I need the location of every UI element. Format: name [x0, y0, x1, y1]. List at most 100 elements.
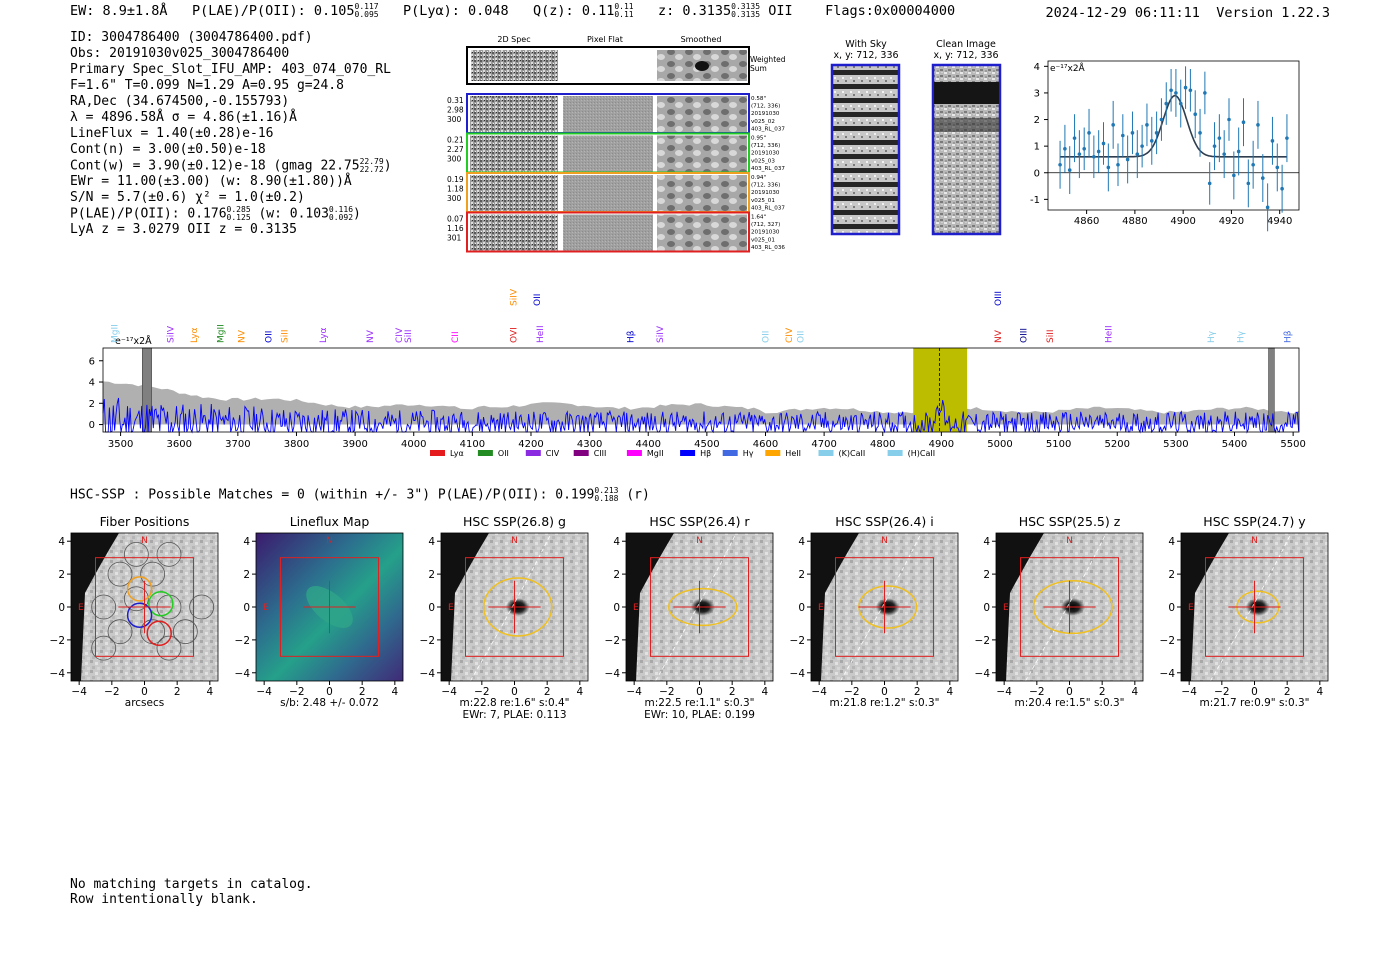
y-tick-label: −2 — [1160, 635, 1175, 647]
fiber-circle — [91, 635, 117, 661]
info-plaew-lo: 0.092 — [328, 213, 354, 222]
bright-neighbor — [71, 533, 119, 681]
data-point — [1241, 120, 1246, 124]
detection-band — [913, 348, 968, 432]
aperture-ellipse — [1032, 579, 1113, 635]
line-marker-label: SiII — [1046, 329, 1056, 343]
line-marker-label: NV — [237, 329, 247, 343]
data-point — [1178, 101, 1183, 106]
info-contn: Cont(n) = 3.00(±0.50)e-18 — [70, 142, 266, 157]
line-marker-label: OVI — [509, 327, 519, 343]
weighted-source — [695, 61, 709, 71]
y-tick-label: −2 — [50, 635, 65, 647]
info-plae: P(LAE)/P(OII): 0.176 0.285 0.125 (w: 0.103… — [70, 205, 361, 222]
footer-line2: Row intentionally blank. — [70, 892, 258, 907]
y-tick-label: −4 — [50, 668, 66, 680]
line-marker-label: Hβ — [1283, 330, 1293, 343]
cutout-right-label: (712, 336) — [751, 143, 780, 149]
y-tick-label: −2 — [605, 635, 620, 647]
y-tick-label: 0 — [243, 602, 250, 614]
data-point — [1125, 157, 1130, 162]
cutout-left-label: 0.07 — [447, 215, 464, 224]
panel-caption: m:22.5 re:1.1" s:0.3" — [645, 697, 755, 709]
line-marker-label: SiII — [404, 329, 414, 343]
cutout-right-label: 1.64" — [751, 215, 766, 221]
cutout-right-label: 20191030 — [751, 151, 780, 157]
data-point — [1260, 176, 1265, 180]
x-tick-label: 4900 — [1170, 216, 1195, 227]
line-marker-label: HeII — [1104, 325, 1114, 343]
fiber-circle — [123, 586, 149, 612]
cutout-left-label: 1.18 — [447, 185, 464, 194]
line-marker-label: Hβ — [627, 330, 637, 343]
cutout-right-label: v025_01 — [751, 237, 775, 243]
north-label: N — [1251, 536, 1258, 546]
panel-title: Lineflux Map — [290, 514, 370, 529]
data-point — [1227, 117, 1231, 122]
line-marker-label: OIII — [994, 291, 1004, 306]
contw-hi: 22.79 — [359, 157, 384, 166]
line-marker-label: MgII — [216, 324, 226, 343]
data-point — [1164, 101, 1169, 106]
x-tick-label: 4 — [1131, 686, 1138, 698]
y-tick-label: 4 — [243, 536, 250, 548]
ew-value: EW: 8.9±1.8Å — [70, 3, 168, 19]
line-marker-label: CII — [451, 331, 461, 343]
with-sky-title: With Sky — [845, 39, 887, 50]
data-point — [1154, 131, 1159, 135]
data-point — [1058, 162, 1062, 167]
line-marker-label: Lyα — [190, 327, 200, 343]
cutout-left-label: 0.21 — [447, 136, 464, 145]
cutout-col-header: 2D Spec — [497, 35, 530, 44]
unit-label: e⁻¹⁷x2Å — [1050, 62, 1086, 74]
x-tick-label: 3900 — [342, 439, 367, 450]
legend-label: OII — [498, 449, 509, 458]
line-marker-label: Hγ — [1207, 330, 1217, 343]
y-tick-label: 0 — [613, 602, 620, 614]
x-tick-label: 4 — [206, 686, 213, 698]
data-point — [1111, 123, 1115, 127]
line-marker-label: OIII — [1019, 328, 1029, 343]
x-tick-label: 4 — [761, 686, 768, 698]
north-label: N — [326, 536, 333, 546]
east-label: E — [633, 603, 639, 613]
with-sky-coords: x, y: 712, 336 — [833, 50, 898, 61]
y-tick-label: 2 — [1034, 115, 1040, 126]
y-tick-label: −4 — [605, 668, 621, 680]
line-marker-label: Hγ — [1236, 330, 1246, 343]
panel-caption: s/b: 2.48 +/- 0.072 — [280, 697, 379, 709]
data-point — [1130, 131, 1135, 135]
data-point — [1077, 152, 1082, 156]
x-tick-label: 4860 — [1074, 216, 1099, 227]
y-tick-label: 2 — [428, 569, 435, 581]
x-tick-label: 4400 — [636, 439, 661, 450]
panel-caption: EWr: 7, PLAE: 0.113 — [462, 709, 566, 721]
data-point — [1121, 133, 1125, 138]
panel-title: HSC SSP(25.5) z — [1019, 514, 1121, 529]
legend-label: (K)CaII — [839, 449, 866, 458]
data-point — [1106, 165, 1111, 170]
search-box — [280, 557, 379, 657]
line-marker-label: OII — [533, 294, 543, 306]
gaussian-model — [1060, 94, 1287, 158]
y-tick-label: −4 — [975, 668, 991, 680]
x-tick-label: 4900 — [929, 439, 954, 450]
with-sky-image — [830, 63, 901, 236]
line-marker-label: SiII — [281, 329, 291, 343]
data-point — [1159, 117, 1164, 122]
cutout-left-label: 2.98 — [447, 106, 464, 115]
clean-image-dark-band — [934, 118, 999, 132]
weighted-2dspec — [471, 50, 558, 81]
data-point — [1217, 136, 1222, 140]
panel-title: HSC SSP(26.4) r — [649, 514, 750, 529]
bright-neighbor — [996, 533, 1044, 681]
detection-info: ID: 3004786400 (3004786400.pdf) Obs: 201… — [70, 30, 392, 238]
aperture-ellipse — [483, 577, 553, 637]
aperture-ellipse — [668, 587, 738, 627]
info-sn: S/N = 5.7(±0.6) χ² = 1.0(±0.2) — [70, 190, 305, 205]
spectrum-line — [102, 397, 1300, 434]
y-tick-label: −4 — [1160, 668, 1176, 680]
cutout-left-label: 300 — [447, 194, 462, 203]
cutout-right-label: (712, 327) — [751, 222, 780, 228]
